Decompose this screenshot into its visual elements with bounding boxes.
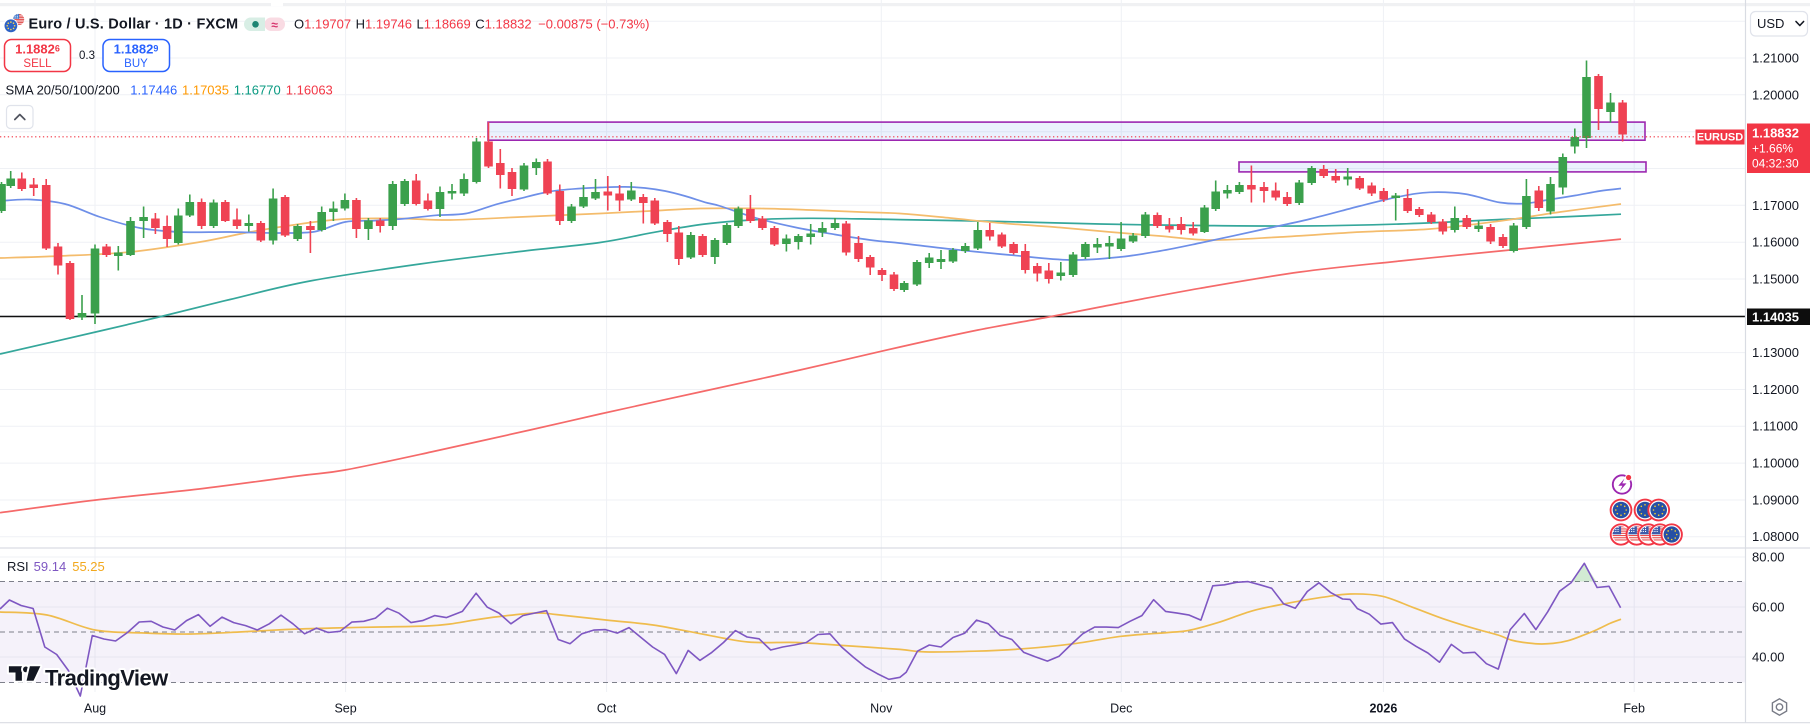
- svg-text:1.17000: 1.17000: [1752, 198, 1799, 213]
- svg-text:1.14035: 1.14035: [1752, 310, 1799, 325]
- svg-text:0.3: 0.3: [79, 50, 95, 62]
- svg-text:1.13000: 1.13000: [1752, 345, 1799, 360]
- svg-text:04:32:30: 04:32:30: [1752, 157, 1799, 171]
- svg-text:60.00: 60.00: [1752, 600, 1785, 615]
- svg-text:1.16770: 1.16770: [234, 82, 281, 97]
- svg-text:+1.66%: +1.66%: [1752, 142, 1793, 156]
- svg-text:1.17035: 1.17035: [182, 82, 229, 97]
- svg-text:1.18832: 1.18832: [1752, 126, 1799, 141]
- svg-text:80.00: 80.00: [1752, 550, 1785, 565]
- svg-text:40.00: 40.00: [1752, 650, 1785, 665]
- svg-text:Sep: Sep: [334, 702, 356, 716]
- svg-text:1.20000: 1.20000: [1752, 87, 1799, 102]
- svg-text:1.17446: 1.17446: [130, 82, 177, 97]
- svg-text:1.18826: 1.18826: [15, 42, 60, 57]
- svg-text:1.11000: 1.11000: [1752, 419, 1798, 434]
- svg-text:Dec: Dec: [1110, 702, 1132, 716]
- svg-text:1.09000: 1.09000: [1752, 492, 1799, 507]
- svg-text:1.18829: 1.18829: [114, 42, 159, 57]
- svg-text:USD: USD: [1757, 16, 1784, 31]
- svg-text:BUY: BUY: [124, 58, 148, 70]
- svg-text:SMA 20/50/100/200: SMA 20/50/100/200: [6, 82, 120, 97]
- svg-text:Nov: Nov: [870, 702, 893, 716]
- svg-text:1.15000: 1.15000: [1752, 271, 1799, 286]
- svg-text:Oct: Oct: [597, 702, 617, 716]
- svg-text:Feb: Feb: [1623, 702, 1645, 716]
- svg-text:1.08000: 1.08000: [1752, 529, 1799, 544]
- svg-text:1.12000: 1.12000: [1752, 382, 1799, 397]
- svg-text:1.16063: 1.16063: [286, 82, 333, 97]
- svg-text:Aug: Aug: [84, 702, 106, 716]
- svg-text:TradingView: TradingView: [45, 666, 169, 691]
- svg-text:1.10000: 1.10000: [1752, 456, 1799, 471]
- svg-text:Euro / U.S. Dollar · 1D · FXCM: Euro / U.S. Dollar · 1D · FXCM: [29, 17, 239, 33]
- svg-text:EURUSD: EURUSD: [1697, 132, 1744, 144]
- svg-text:1.16000: 1.16000: [1752, 235, 1799, 250]
- svg-text:SELL: SELL: [23, 58, 52, 70]
- svg-text:1.21000: 1.21000: [1752, 51, 1799, 66]
- svg-text:2026: 2026: [1369, 702, 1397, 716]
- svg-text:≈: ≈: [271, 18, 278, 32]
